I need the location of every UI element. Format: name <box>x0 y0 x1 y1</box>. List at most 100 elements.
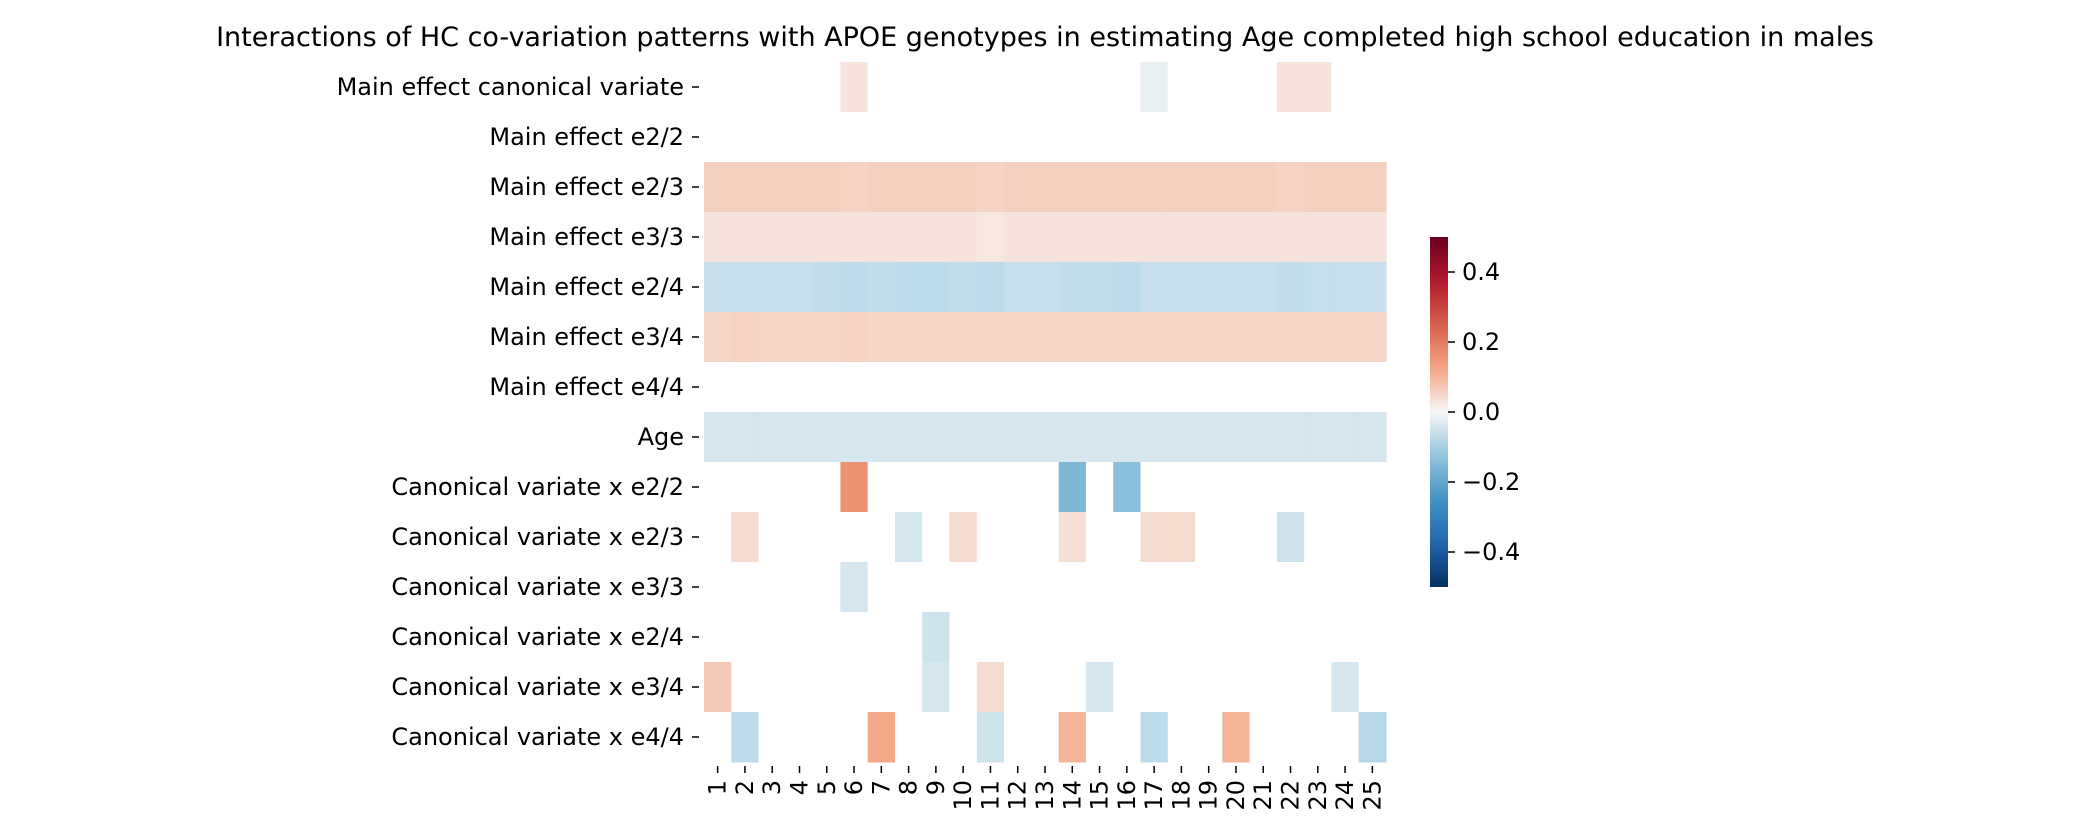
heatmap-cell <box>867 462 896 513</box>
heatmap-cell <box>813 212 841 263</box>
heatmap-cell <box>1167 112 1196 163</box>
heatmap-cell <box>785 62 814 113</box>
heatmap-cell <box>731 112 760 163</box>
heatmap-cell <box>1276 612 1305 663</box>
heatmap-cell <box>1304 612 1332 663</box>
heatmap-cell <box>731 412 760 463</box>
heatmap-cell <box>1113 162 1141 213</box>
heatmap-cell <box>1276 162 1305 213</box>
heatmap-cell <box>976 62 1005 113</box>
heatmap-cell <box>785 512 814 563</box>
heatmap-cell <box>1331 112 1360 163</box>
heatmap-cell <box>758 562 787 613</box>
heatmap-cell <box>1249 412 1278 463</box>
heatmap-cell <box>1222 712 1251 763</box>
y-tick-label: Canonical variate x e2/3 <box>391 523 684 551</box>
y-tick-label: Canonical variate x e2/4 <box>391 623 684 651</box>
heatmap-cell <box>1031 262 1060 313</box>
heatmap-cell <box>1167 612 1196 663</box>
heatmap-cell <box>1085 412 1114 463</box>
x-tick-label: 16 <box>1113 780 1141 811</box>
heatmap-cell <box>758 462 787 513</box>
heatmap-cell <box>1249 712 1278 763</box>
heatmap-cell <box>1304 712 1332 763</box>
heatmap-cell <box>704 362 732 413</box>
heatmap-cell <box>1140 712 1169 763</box>
heatmap-cell <box>1331 712 1360 763</box>
heatmap-cell <box>1167 262 1196 313</box>
heatmap-cell <box>1113 62 1141 113</box>
heatmap-cell <box>1195 112 1223 163</box>
heatmap-cell <box>894 712 923 763</box>
x-tick-label: 6 <box>840 780 868 795</box>
heatmap-cell <box>949 412 978 463</box>
heatmap-cell <box>1331 362 1360 413</box>
heatmap-cell <box>1140 662 1169 713</box>
heatmap-cell <box>1304 312 1332 363</box>
heatmap-cell <box>1004 562 1032 613</box>
heatmap-cell <box>1004 62 1032 113</box>
heatmap-cell <box>813 412 841 463</box>
heatmap-cell <box>813 162 841 213</box>
heatmap-cell <box>894 162 923 213</box>
heatmap-cell <box>976 112 1005 163</box>
heatmap-cell <box>1249 262 1278 313</box>
heatmap-cell <box>1304 262 1332 313</box>
colorbar-tick-label: −0.4 <box>1462 538 1520 566</box>
heatmap-cell <box>704 512 732 563</box>
heatmap-cell <box>840 312 869 363</box>
colorbar-ticks: 0.4 0.2 0.0 −0.2 −0.4 <box>1448 258 1520 566</box>
heatmap-cell <box>758 712 787 763</box>
heatmap-cell <box>867 362 896 413</box>
heatmap-cell <box>1058 562 1087 613</box>
heatmap-cell <box>731 512 760 563</box>
heatmap-cell <box>731 262 760 313</box>
heatmap-cell <box>1222 462 1251 513</box>
heatmap-cell <box>731 662 760 713</box>
heatmap-cell <box>704 562 732 613</box>
heatmap-cell <box>840 512 869 563</box>
heatmap-cell <box>1058 362 1087 413</box>
x-tick-label: 15 <box>1086 780 1114 811</box>
heatmap-cell <box>1167 562 1196 613</box>
heatmap-cell <box>840 462 869 513</box>
heatmap-cell <box>1058 112 1087 163</box>
heatmap-cell <box>949 662 978 713</box>
heatmap-cell <box>1331 512 1360 563</box>
heatmap-cells <box>704 62 1387 763</box>
heatmap-cell <box>1167 312 1196 363</box>
heatmap-cell <box>976 412 1005 463</box>
heatmap-cell <box>785 262 814 313</box>
heatmap-cell <box>704 662 732 713</box>
x-tick-label: 14 <box>1058 780 1086 811</box>
heatmap-cell <box>813 262 841 313</box>
x-tick-label: 12 <box>1004 780 1032 811</box>
heatmap-cell <box>976 362 1005 413</box>
heatmap-cell <box>1195 212 1223 263</box>
heatmap-cell <box>1113 212 1141 263</box>
heatmap-cell <box>1358 262 1387 313</box>
heatmap-cell <box>976 212 1005 263</box>
colorbar: 0.4 0.2 0.0 −0.2 −0.4 <box>1430 237 1520 587</box>
heatmap-cell <box>1195 412 1223 463</box>
heatmap-cell <box>1031 662 1060 713</box>
heatmap-cell <box>1031 562 1060 613</box>
heatmap-cell <box>922 312 951 363</box>
heatmap-cell <box>1113 662 1141 713</box>
heatmap-cell <box>813 62 841 113</box>
heatmap-cell <box>1113 362 1141 413</box>
heatmap-cell <box>922 262 951 313</box>
heatmap-cell <box>1304 362 1332 413</box>
heatmap-cell <box>785 612 814 663</box>
heatmap-cell <box>894 362 923 413</box>
heatmap-cell <box>1331 562 1360 613</box>
y-tick-label: Canonical variate x e3/4 <box>391 673 684 701</box>
heatmap-cell <box>1249 512 1278 563</box>
heatmap-cell <box>704 612 732 663</box>
heatmap-cell <box>1358 62 1387 113</box>
colorbar-tick-label: −0.2 <box>1462 468 1520 496</box>
heatmap-cell <box>1058 612 1087 663</box>
heatmap-cell <box>1031 612 1060 663</box>
heatmap-cell <box>1167 712 1196 763</box>
heatmap-cell <box>731 312 760 363</box>
